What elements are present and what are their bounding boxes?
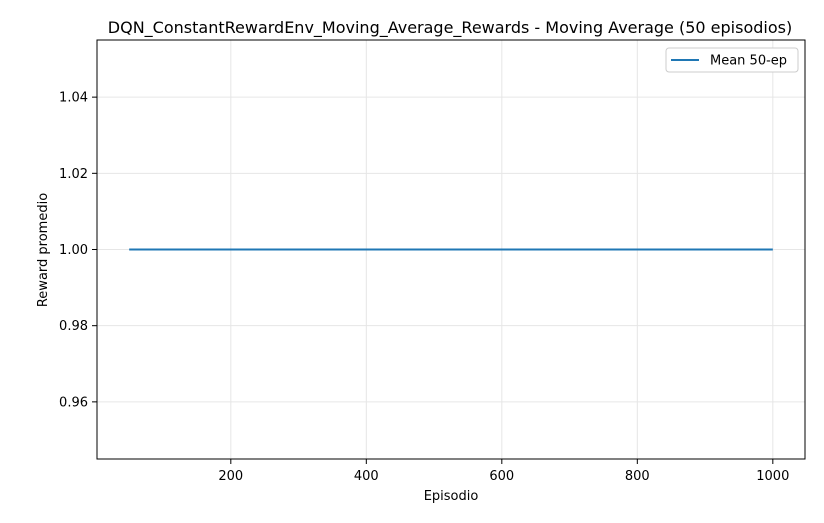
x-tick-label: 400	[354, 469, 379, 484]
y-tick-label: 1.02	[59, 167, 88, 182]
x-axis-label: Episodio	[424, 489, 479, 504]
legend: Mean 50-ep	[665, 47, 799, 73]
x-tick-label: 200	[218, 469, 243, 484]
y-tick-label: 1.04	[59, 91, 88, 106]
y-tick-label: 0.96	[59, 395, 88, 410]
y-tick-label: 0.98	[59, 319, 88, 334]
x-axis-ticks: 200 400 600 800 1000	[218, 459, 789, 484]
x-tick-label: 1000	[756, 469, 789, 484]
legend-box	[665, 47, 799, 73]
x-tick-label: 800	[625, 469, 650, 484]
y-axis-ticks: 0.96 0.98 1.00 1.02 1.04	[59, 91, 97, 410]
chart-title: DQN_ConstantRewardEnv_Moving_Average_Rew…	[108, 18, 792, 38]
y-axis-label: Reward promedio	[36, 193, 51, 307]
legend-label: Mean 50-ep	[710, 54, 787, 69]
y-tick-label: 1.00	[59, 243, 88, 258]
x-tick-label: 600	[489, 469, 514, 484]
